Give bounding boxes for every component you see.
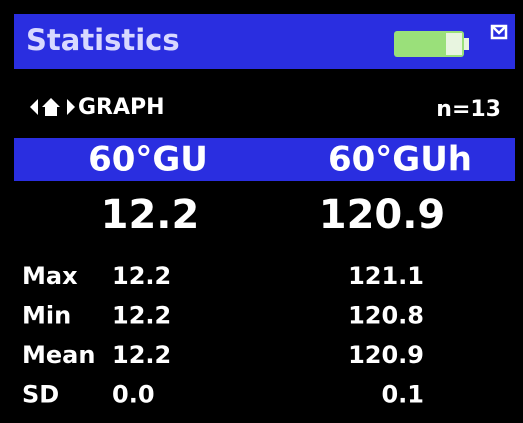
column-header: 60°GUh [328, 140, 472, 180]
row-label: Mean [22, 341, 95, 369]
row-value: 0.0 [112, 381, 155, 409]
column-header-bar [14, 138, 515, 181]
current-value: 12.2 [101, 192, 200, 238]
nav-label[interactable]: GRAPH [78, 95, 165, 120]
row-value: 120.9 [348, 341, 424, 369]
count: n=13 [436, 97, 501, 122]
right-arrow[interactable] [67, 99, 75, 115]
mail-icon [490, 24, 508, 40]
left-arrow[interactable] [30, 99, 38, 115]
row-value: 120.8 [348, 302, 424, 330]
title: Statistics [26, 23, 180, 57]
battery-icon [394, 31, 469, 57]
row-value: 12.2 [112, 302, 171, 330]
column-header: 60°GU [88, 140, 208, 180]
current-value: 120.9 [319, 192, 446, 238]
row-label: Min [22, 302, 71, 330]
row-value: 121.1 [348, 262, 424, 290]
nav-icons [30, 98, 75, 116]
stats-table: Max 12.2 121.1 Min 12.2 120.8 Mean 12.2 120.9 SD 0… [22, 262, 424, 409]
row-value: 12.2 [112, 341, 171, 369]
row-label: SD [22, 381, 59, 409]
row-value: 12.2 [112, 262, 171, 290]
home-icon[interactable] [42, 98, 60, 116]
row-value: 0.1 [381, 381, 424, 409]
row-label: Max [22, 262, 78, 290]
